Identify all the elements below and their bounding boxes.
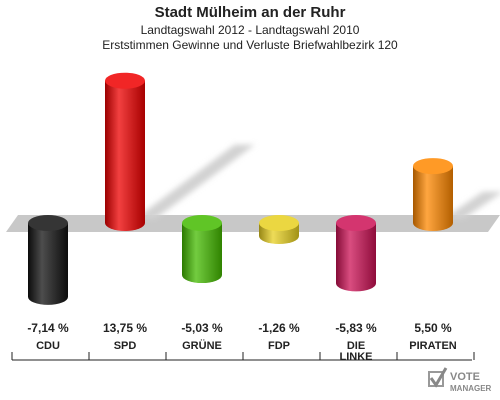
bar-top-cap [259, 215, 299, 231]
bar-top-cap [182, 215, 222, 231]
bar-cdu [28, 215, 68, 305]
bar-body [413, 166, 453, 223]
checkmark-icon [428, 367, 448, 388]
bar-bottom-cap [105, 215, 145, 231]
bar-bottom-cap [259, 228, 299, 245]
category-label: LINKE [340, 351, 373, 363]
chart-title: Stadt Mülheim an der Ruhr [154, 4, 346, 21]
bar-top-cap [413, 158, 453, 175]
bar-top-cap [105, 72, 145, 89]
chart-subtitle-2: Erststimmen Gewinne und Verluste Briefwa… [102, 38, 398, 52]
category-label: DIE [347, 340, 365, 352]
bar-bottom-cap [182, 267, 222, 284]
chart-subtitle: Landtagswahl 2012 - Landtagswahl 2010 [140, 23, 360, 37]
logo-text-vote: VOTE [450, 371, 480, 383]
category-label: PIRATEN [409, 340, 457, 352]
bar-fdp [259, 215, 299, 245]
logo-text-manager: MANAGER [450, 384, 492, 393]
value-label: 13,75 % [103, 321, 147, 335]
bar-spd [105, 72, 145, 231]
bar-body [336, 223, 376, 284]
bar-body [105, 80, 145, 223]
value-label: -5,03 % [181, 321, 223, 335]
category-label: SPD [114, 340, 137, 352]
bar-grüne [182, 215, 222, 284]
category-label: FDP [268, 340, 290, 352]
bar-shadow [443, 191, 500, 219]
bar-bottom-cap [413, 215, 453, 231]
bar-top-cap [28, 215, 68, 231]
bar-body [28, 223, 68, 297]
category-label: CDU [36, 340, 60, 352]
bar-body [182, 223, 222, 276]
value-label: -5,83 % [335, 321, 377, 335]
value-label: -1,26 % [258, 321, 300, 335]
value-label: 5,50 % [414, 321, 452, 335]
bar-bottom-cap [336, 275, 376, 292]
bar-shadow [135, 144, 255, 219]
bar-die-linke [336, 215, 376, 292]
bar-bottom-cap [28, 288, 68, 305]
value-label: -7,14 % [27, 321, 69, 335]
category-label: GRÜNE [182, 339, 222, 352]
bar-top-cap [336, 215, 376, 231]
bar-piraten [413, 158, 453, 231]
votemanager-logo: VOTE MANAGER [428, 367, 492, 393]
